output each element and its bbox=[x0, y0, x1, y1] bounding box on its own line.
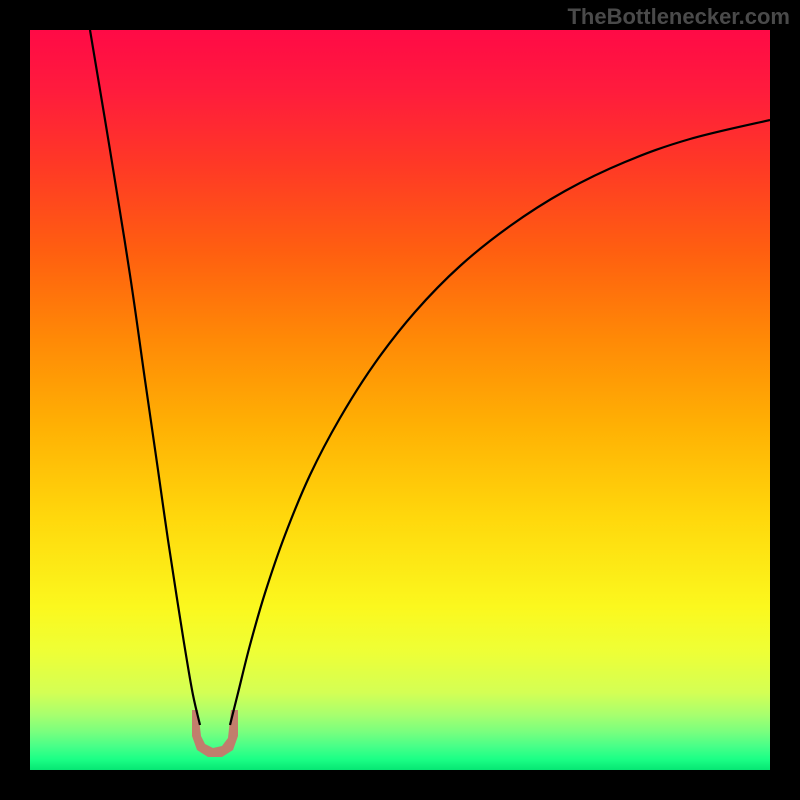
gradient-rect bbox=[30, 30, 770, 770]
chart-plot-area bbox=[30, 30, 770, 770]
chart-svg bbox=[30, 30, 770, 770]
watermark-text: TheBottlenecker.com bbox=[567, 4, 790, 30]
